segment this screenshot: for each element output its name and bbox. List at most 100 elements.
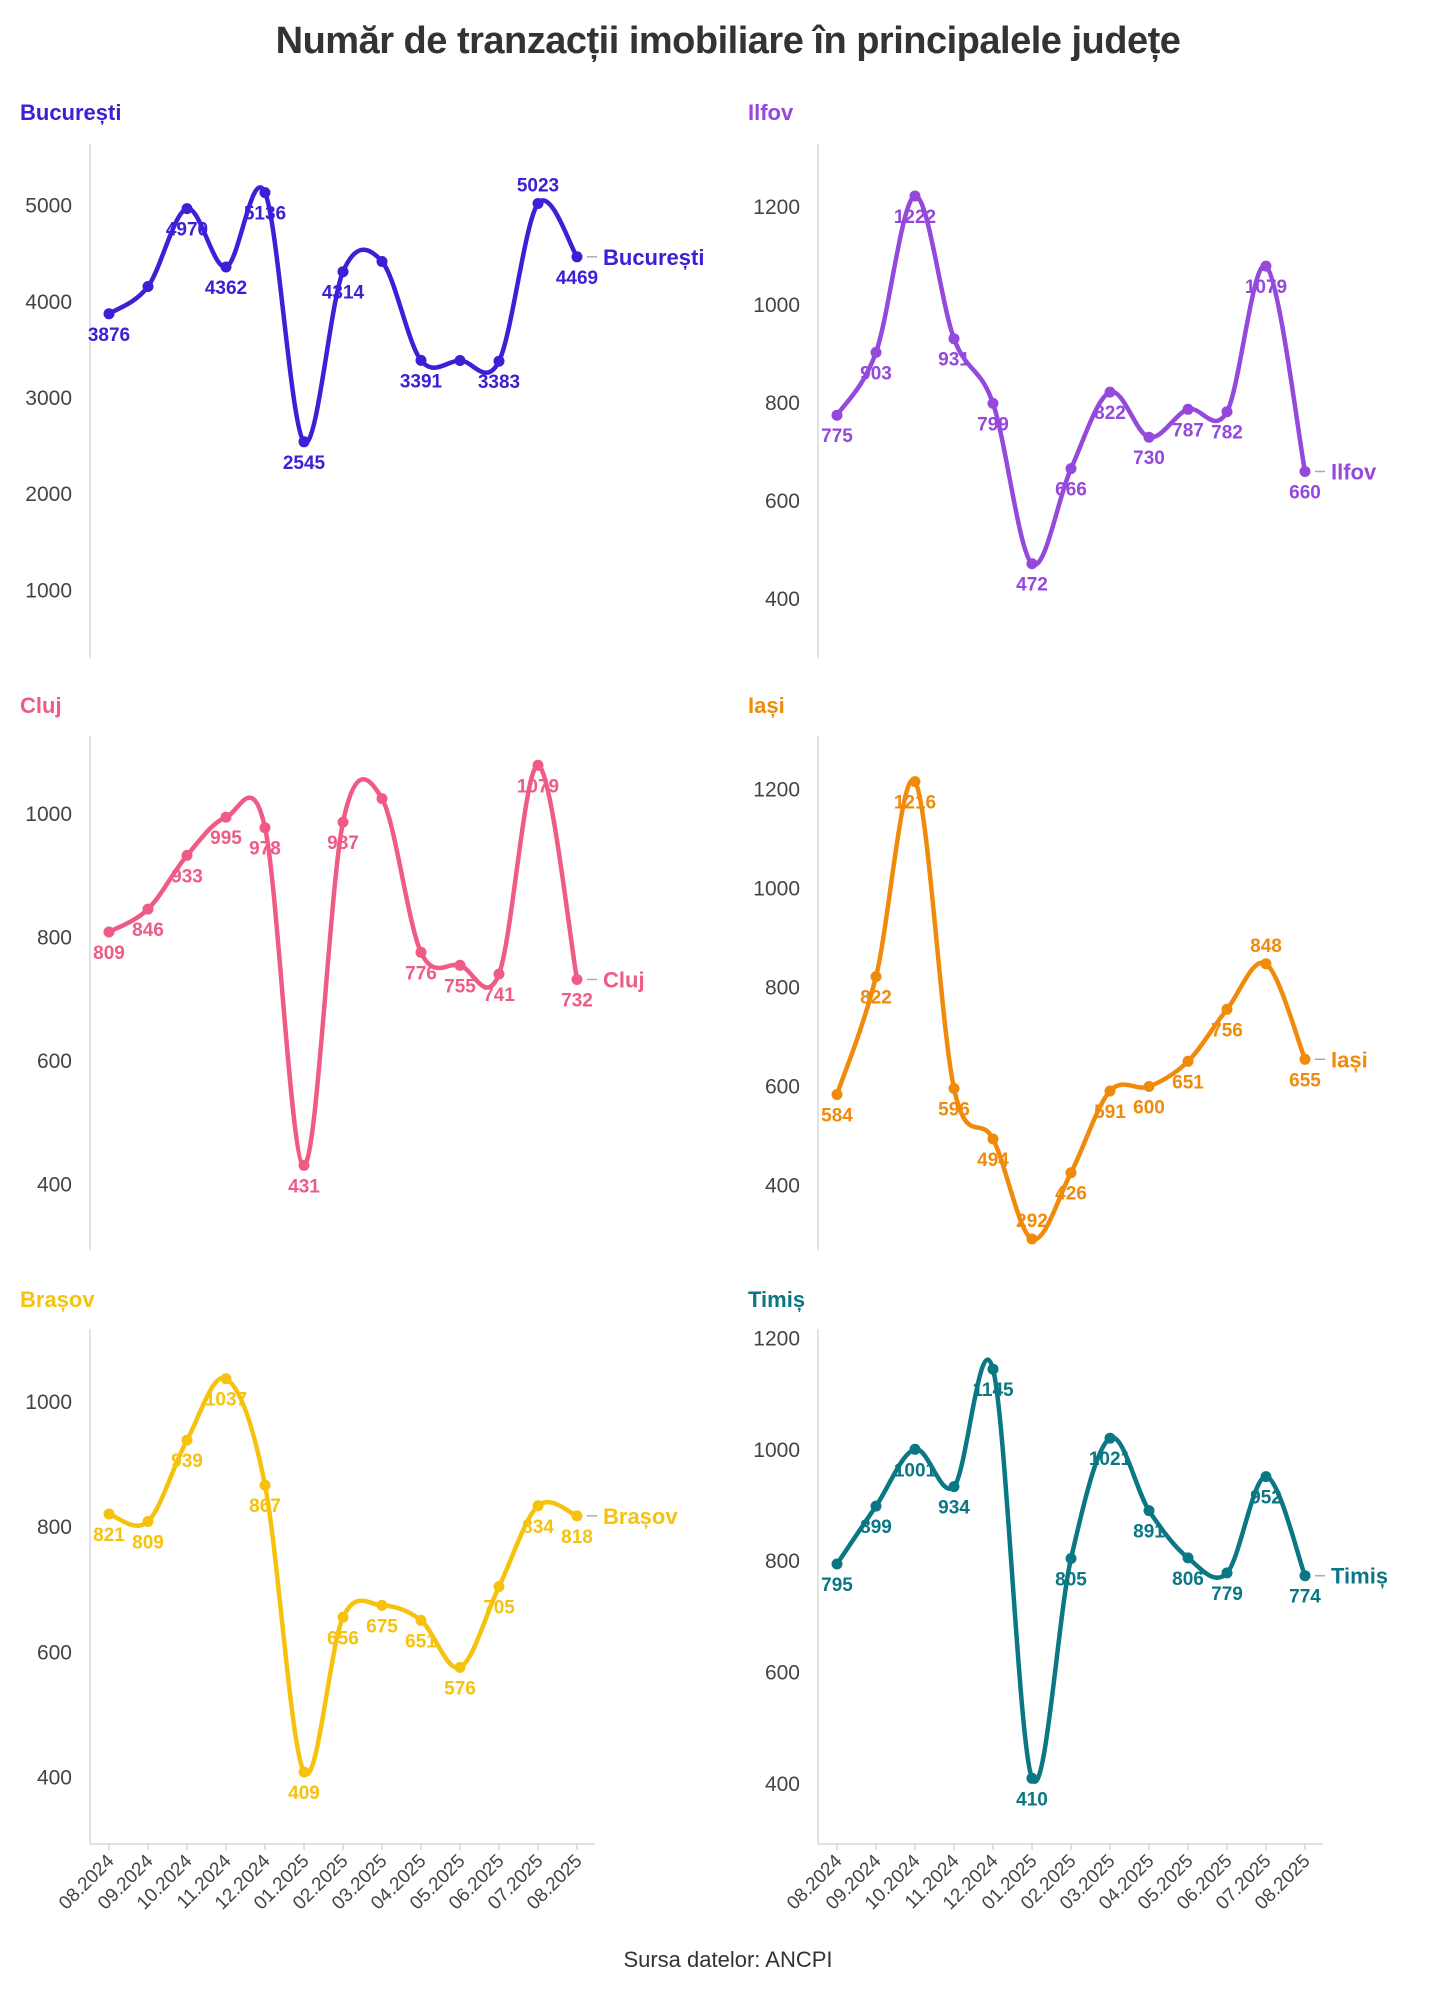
data-point [987, 1363, 999, 1375]
data-label: 755 [444, 976, 476, 997]
data-point [571, 251, 583, 263]
data-label: 903 [860, 363, 892, 384]
data-label: 809 [93, 943, 125, 964]
data-point [1221, 406, 1233, 418]
data-label: 651 [405, 1631, 437, 1652]
data-label: 931 [938, 350, 970, 371]
data-point [909, 1443, 921, 1455]
data-label: 576 [444, 1678, 476, 1699]
data-label: 596 [938, 1100, 970, 1121]
data-point [493, 1581, 505, 1593]
data-point [337, 1611, 349, 1623]
data-point [1299, 1053, 1311, 1065]
data-point [1143, 1505, 1155, 1517]
series-line [106, 1375, 580, 1777]
data-label: 891 [1133, 1522, 1165, 1543]
data-label: 4970 [166, 220, 208, 241]
data-point [337, 816, 349, 828]
data-point [909, 190, 921, 202]
data-label: 655 [1289, 1070, 1321, 1091]
data-point [415, 1614, 427, 1626]
data-point [1182, 1055, 1194, 1067]
y-tick-label: 600 [37, 1641, 72, 1664]
data-point [831, 409, 843, 421]
data-label: 821 [93, 1525, 125, 1546]
data-point [532, 198, 544, 209]
data-point [181, 203, 193, 215]
data-point [337, 266, 349, 278]
y-tick-label: 1200 [753, 1328, 800, 1351]
data-label: 834 [522, 1517, 554, 1538]
data-point [870, 971, 882, 983]
data-label: 2545 [283, 453, 326, 474]
data-point [103, 926, 115, 938]
data-point [298, 1159, 310, 1171]
y-tick-label: 800 [765, 1550, 800, 1573]
data-label: 818 [561, 1527, 593, 1548]
data-label: 799 [977, 414, 1009, 435]
y-tick-label: 1000 [25, 579, 72, 602]
data-label: 867 [249, 1496, 281, 1517]
panel-4: Brașov400600800100008.202409.202410.2024… [20, 1287, 678, 1914]
data-point [948, 1083, 960, 1094]
data-point [948, 1481, 960, 1493]
data-point [376, 793, 388, 805]
y-tick-label: 800 [37, 1516, 72, 1539]
data-point [415, 946, 427, 958]
y-tick-label: 800 [765, 392, 800, 415]
data-point [870, 346, 882, 358]
data-point [376, 256, 388, 267]
panel-3: Iași 400 600 800 1000 1200 584 822 1216 596 494 292… [748, 693, 1368, 1250]
data-label: 1037 [205, 1390, 247, 1411]
data-point [1143, 431, 1155, 443]
data-label: 426 [1055, 1184, 1087, 1205]
data-label: 933 [171, 866, 203, 887]
data-point [1221, 1567, 1233, 1579]
data-label: 666 [1055, 480, 1087, 501]
data-point [1026, 1233, 1038, 1245]
data-point [831, 1558, 843, 1570]
data-label: 732 [561, 991, 593, 1012]
data-point [1026, 558, 1038, 570]
data-label: 952 [1250, 1488, 1282, 1509]
y-tick-label: 1000 [753, 878, 800, 901]
data-point [220, 1373, 232, 1385]
series-end-label: Brașov [603, 1504, 678, 1529]
y-tick-label: 400 [765, 1773, 800, 1796]
data-label: 846 [132, 920, 164, 941]
panel-title: București [20, 100, 121, 125]
data-point [454, 355, 466, 366]
data-point [1065, 1167, 1077, 1179]
y-tick-label: 400 [37, 1767, 72, 1790]
data-point [454, 959, 466, 971]
data-label: 1145 [972, 1380, 1014, 1401]
data-label: 774 [1289, 1587, 1321, 1608]
data-point [259, 187, 271, 199]
data-label: 292 [1016, 1211, 1048, 1232]
data-label: 591 [1094, 1102, 1126, 1123]
y-tick-label: 600 [765, 490, 800, 513]
data-label: 1222 [894, 207, 936, 228]
data-point [103, 1508, 115, 1520]
y-tick-label: 1200 [753, 779, 800, 802]
y-tick-label: 600 [37, 1050, 72, 1073]
data-label: 805 [1055, 1570, 1087, 1591]
source-note: Sursa datelor: ANCPI [623, 1947, 833, 1972]
y-tick-label: 5000 [25, 195, 72, 218]
data-label: 675 [366, 1616, 398, 1637]
data-label: 782 [1211, 423, 1243, 444]
y-tick-label: 1000 [25, 803, 72, 826]
data-label: 756 [1211, 1020, 1243, 1041]
y-tick-label: 1000 [25, 1391, 72, 1414]
panel-title: Timiș [748, 1287, 805, 1312]
data-label: 656 [327, 1628, 359, 1649]
data-label: 651 [1172, 1072, 1204, 1093]
data-label: 1001 [894, 1460, 937, 1481]
series-end-label: București [603, 245, 704, 270]
data-label: 899 [860, 1517, 892, 1538]
data-point [142, 903, 154, 915]
data-label: 1079 [1245, 277, 1287, 298]
data-point [454, 1661, 466, 1673]
data-point [493, 355, 505, 367]
data-point [831, 1089, 843, 1100]
